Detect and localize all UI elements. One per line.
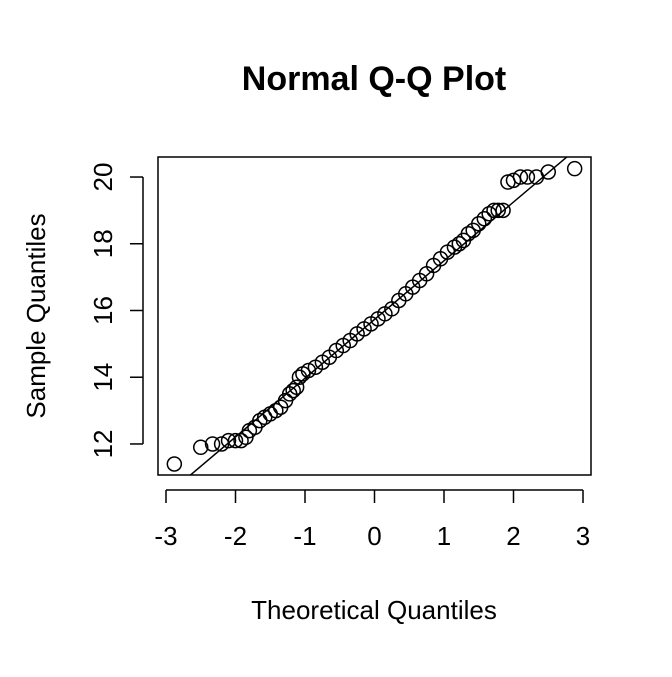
x-tick-label: 0 (367, 521, 381, 551)
plot-frame (157, 156, 592, 476)
x-tick-label: -2 (224, 521, 247, 551)
point (540, 164, 557, 180)
point (519, 169, 536, 185)
qq-line (189, 157, 568, 475)
point (490, 202, 506, 219)
x-tick-label: 2 (506, 521, 520, 551)
point (204, 436, 221, 452)
point (220, 432, 237, 449)
point (476, 210, 493, 227)
point (285, 382, 301, 399)
point (471, 215, 487, 232)
point (495, 202, 511, 219)
x-tick-label: 1 (437, 521, 451, 551)
y-tick-label: 20 (88, 163, 118, 192)
x-axis-title: Theoretical Quantiles (251, 595, 497, 625)
y-axis-title: Sample Quantiles (21, 213, 51, 418)
point (300, 362, 317, 379)
point (460, 225, 477, 242)
y-tick-label: 12 (88, 430, 118, 459)
chart-title: Normal Q-Q Plot (242, 60, 506, 98)
point (166, 456, 183, 472)
point (288, 379, 305, 395)
y-tick-label: 16 (88, 296, 118, 325)
point (512, 169, 529, 185)
x-tick-label: 3 (576, 521, 590, 551)
point (227, 432, 244, 449)
x-tick-label: -1 (293, 521, 316, 551)
point (486, 202, 502, 219)
point (233, 432, 249, 449)
y-tick-label: 18 (88, 229, 118, 258)
y-tick-label: 14 (88, 363, 118, 392)
plot-area (189, 157, 568, 475)
point (451, 236, 468, 252)
x-tick-label: -3 (154, 521, 177, 551)
point (192, 439, 209, 456)
point (566, 160, 583, 177)
point (268, 402, 284, 419)
